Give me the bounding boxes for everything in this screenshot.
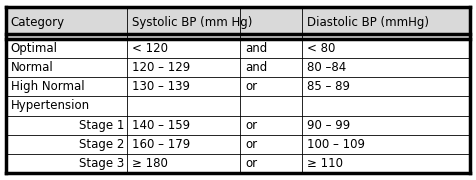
Text: Optimal: Optimal (11, 42, 58, 55)
Bar (6, 154, 470, 173)
Text: ≥ 110: ≥ 110 (307, 157, 343, 170)
Text: 120 – 129: 120 – 129 (131, 61, 190, 74)
Text: 100 – 109: 100 – 109 (307, 138, 365, 151)
Text: 130 – 139: 130 – 139 (131, 80, 189, 93)
Text: 85 – 89: 85 – 89 (307, 80, 349, 93)
Text: Hypertension: Hypertension (11, 99, 90, 112)
Text: 160 – 179: 160 – 179 (131, 138, 190, 151)
Text: ≥ 180: ≥ 180 (131, 157, 168, 170)
Text: 80 –84: 80 –84 (307, 61, 346, 74)
Bar (6, 39, 470, 58)
Bar (6, 7, 470, 39)
Text: and: and (245, 42, 268, 55)
Text: Stage 1: Stage 1 (79, 119, 124, 132)
Text: High Normal: High Normal (11, 80, 84, 93)
Text: Category: Category (11, 16, 65, 29)
Text: or: or (245, 138, 257, 151)
Text: 90 – 99: 90 – 99 (307, 119, 350, 132)
Text: Stage 2: Stage 2 (79, 138, 124, 151)
Text: or: or (245, 157, 257, 170)
Text: Diastolic BP (mmHg): Diastolic BP (mmHg) (307, 16, 428, 29)
Bar (6, 96, 470, 116)
Text: 140 – 159: 140 – 159 (131, 119, 189, 132)
Bar (6, 77, 470, 96)
Text: or: or (245, 80, 257, 93)
Text: and: and (245, 61, 268, 74)
Bar (6, 135, 470, 154)
Text: or: or (245, 119, 257, 132)
Bar (6, 116, 470, 135)
Text: Normal: Normal (11, 61, 54, 74)
Text: < 80: < 80 (307, 42, 335, 55)
Text: Systolic BP (mm Hg): Systolic BP (mm Hg) (131, 16, 252, 29)
Text: Stage 3: Stage 3 (79, 157, 124, 170)
Text: < 120: < 120 (131, 42, 168, 55)
Bar (6, 58, 470, 77)
